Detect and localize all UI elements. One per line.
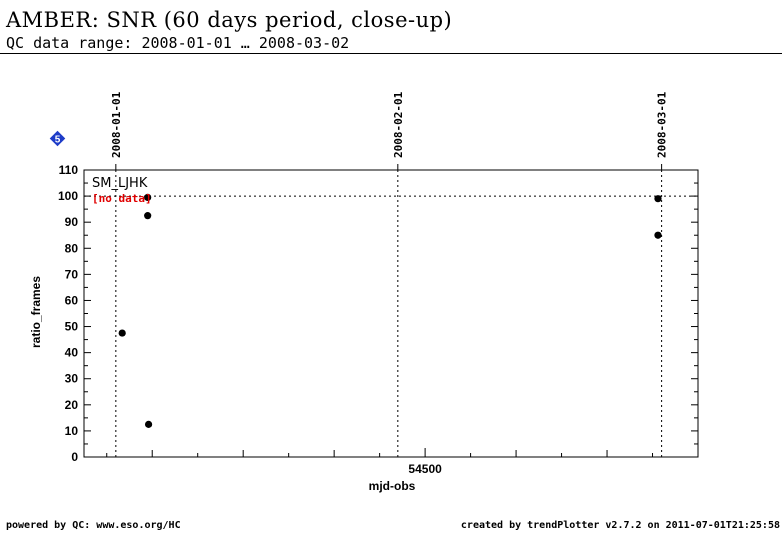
marker-diamond-icon [49,130,66,147]
y-tick-label: 30 [65,372,79,386]
data-point [118,329,126,337]
x-tick-label: 54500 [408,462,442,476]
data-point [144,193,152,201]
date-marker-label: 2008-03-01 [656,91,669,158]
data-point [654,231,662,239]
x-axis-label: mjd-obs [369,479,416,493]
header-divider [0,53,782,54]
marker-number: 5 [55,135,61,146]
y-tick-label: 110 [59,163,79,177]
data-point [144,420,153,428]
no-data-label: [no data] [92,192,152,205]
footer-powered-by: powered by QC: www.eso.org/HC [6,520,181,531]
y-tick-label: 20 [65,398,79,412]
chart-title: AMBER: SNR (60 days period, close-up) [6,8,453,32]
plot-frame [83,169,699,458]
date-marker-label: 2008-02-01 [392,91,405,158]
y-tick-label: 100 [58,189,78,203]
status-marker: 5 [49,130,66,147]
date-marker-label: 2008-01-01 [110,91,123,158]
footer-created-by: created by trendPlotter v2.7.2 on 2011-0… [460,520,780,531]
y-tick-label: 60 [65,293,79,307]
axis-ticks: 2008-01-01 2008-02-01 2008-03-01 0 10 20 30 40 5… [58,91,699,476]
panel-label: SM_LJHK [92,176,148,191]
y-tick-label: 40 [65,346,79,360]
y-tick-label: 90 [65,215,79,229]
chart-subtitle: QC data range: 2008-01-01 … 2008-03-02 [6,34,350,52]
data-point [144,212,152,220]
data-point [654,195,662,203]
y-tick-label: 50 [65,320,79,334]
data-points [118,193,662,428]
y-tick-label: 0 [71,450,78,464]
y-axis-label: ratio_frames [29,276,43,348]
y-tick-label: 70 [65,267,79,281]
y-tick-label: 80 [65,241,79,255]
y-tick-label: 10 [65,424,79,438]
gridlines [84,170,698,457]
